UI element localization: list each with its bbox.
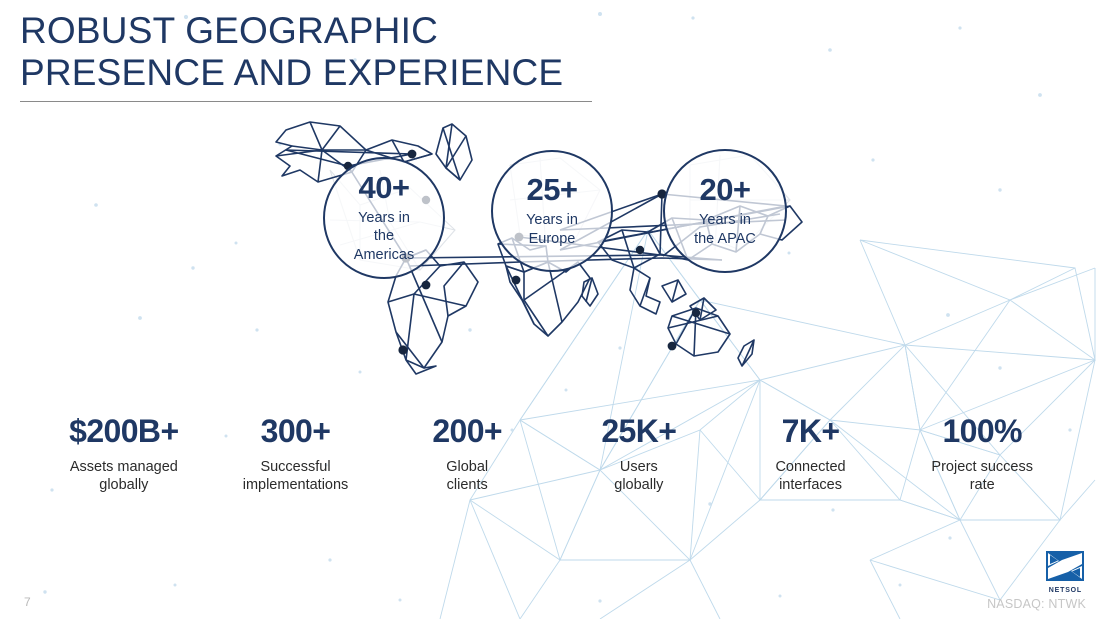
kpi-global-clients[interactable]: 200+ Global clients <box>381 413 553 495</box>
kpi-value-implementations: 300+ <box>260 413 331 449</box>
kpi-implementations[interactable]: 300+ Successful implementations <box>210 413 382 495</box>
region-label-americas: Years in the Americas <box>353 210 415 263</box>
kpi-project-success[interactable]: 100% Project success rate <box>896 413 1068 495</box>
region-value-europe: 25+ <box>526 172 578 208</box>
kpi-label-implementations: Successful implementations <box>242 458 349 494</box>
kpi-value-assets-managed: $200B+ <box>69 413 179 449</box>
region-value-americas: 40+ <box>358 170 410 206</box>
brand-block: NETSOL NASDAQ: NTWK <box>987 551 1086 611</box>
kpi-label-global-clients: Global clients <box>446 458 489 494</box>
region-circle-americas[interactable]: 40+ Years in the Americas <box>323 157 445 279</box>
page-title-block: ROBUST GEOGRAPHIC PRESENCE AND EXPERIENC… <box>20 10 640 94</box>
region-value-apac: 20+ <box>699 172 751 208</box>
region-label-europe: Years in Europe <box>526 212 578 247</box>
kpi-label-project-success: Project success rate <box>931 458 1033 494</box>
region-circle-apac[interactable]: 20+ Years in the APAC <box>663 149 787 273</box>
kpi-users[interactable]: 25K+ Users globally <box>553 413 725 495</box>
region-circle-europe[interactable]: 25+ Years in Europe <box>491 150 613 272</box>
page-number: 7 <box>24 595 31 609</box>
page-title: ROBUST GEOGRAPHIC PRESENCE AND EXPERIENC… <box>20 10 564 94</box>
kpi-connected-interfaces[interactable]: 7K+ Connected interfaces <box>725 413 897 495</box>
kpi-assets-managed[interactable]: $200B+ Assets managed globally <box>38 413 210 495</box>
kpi-label-assets-managed: Assets managed globally <box>69 458 178 494</box>
region-label-apac: Years in the APAC <box>694 212 756 247</box>
kpi-value-global-clients: 200+ <box>432 413 503 449</box>
netsol-wordmark: NETSOL <box>1048 587 1082 594</box>
world-map-area: 40+ Years in the Americas 25+ Years in E… <box>0 110 1100 410</box>
kpi-value-connected-interfaces: 7K+ <box>781 413 840 449</box>
kpi-value-project-success: 100% <box>942 413 1022 449</box>
kpi-value-users: 25K+ <box>601 413 677 449</box>
nasdaq-ticker: NASDAQ: NTWK <box>987 597 1086 611</box>
title-divider <box>20 101 592 102</box>
kpi-row: $200B+ Assets managed globally 300+ Succ… <box>38 413 1068 495</box>
kpi-label-users: Users globally <box>614 458 664 494</box>
kpi-label-connected-interfaces: Connected interfaces <box>775 458 846 494</box>
netsol-n-logo-icon <box>1046 551 1084 581</box>
